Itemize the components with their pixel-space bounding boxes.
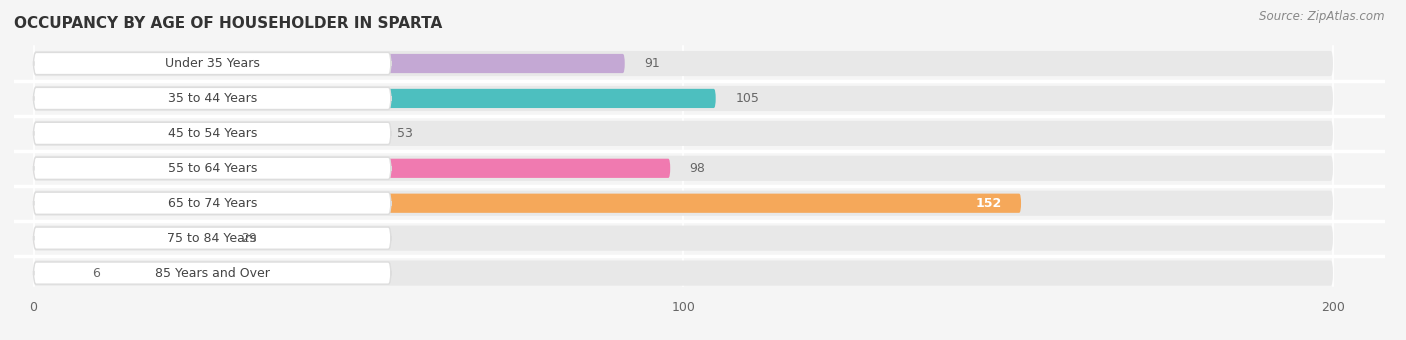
FancyBboxPatch shape — [34, 121, 1333, 146]
Text: Source: ZipAtlas.com: Source: ZipAtlas.com — [1260, 10, 1385, 23]
Text: 75 to 84 Years: 75 to 84 Years — [167, 232, 257, 245]
FancyBboxPatch shape — [34, 192, 391, 214]
Text: 6: 6 — [91, 267, 100, 279]
FancyBboxPatch shape — [34, 262, 391, 284]
Text: 105: 105 — [735, 92, 759, 105]
Text: 152: 152 — [976, 197, 1001, 210]
Text: Under 35 Years: Under 35 Years — [165, 57, 260, 70]
FancyBboxPatch shape — [34, 87, 391, 109]
FancyBboxPatch shape — [34, 225, 1333, 251]
FancyBboxPatch shape — [34, 159, 671, 178]
FancyBboxPatch shape — [34, 227, 391, 249]
FancyBboxPatch shape — [34, 264, 73, 283]
Text: 53: 53 — [398, 127, 413, 140]
Text: 45 to 54 Years: 45 to 54 Years — [167, 127, 257, 140]
FancyBboxPatch shape — [34, 122, 391, 144]
FancyBboxPatch shape — [34, 193, 1021, 213]
FancyBboxPatch shape — [34, 156, 1333, 181]
Text: 91: 91 — [644, 57, 659, 70]
FancyBboxPatch shape — [34, 52, 391, 74]
Text: 29: 29 — [242, 232, 257, 245]
FancyBboxPatch shape — [34, 228, 222, 248]
Text: 98: 98 — [690, 162, 706, 175]
FancyBboxPatch shape — [34, 86, 1333, 111]
FancyBboxPatch shape — [34, 260, 1333, 286]
FancyBboxPatch shape — [34, 51, 1333, 76]
FancyBboxPatch shape — [34, 157, 391, 180]
Text: 65 to 74 Years: 65 to 74 Years — [167, 197, 257, 210]
Text: 85 Years and Over: 85 Years and Over — [155, 267, 270, 279]
FancyBboxPatch shape — [34, 89, 716, 108]
Text: 55 to 64 Years: 55 to 64 Years — [167, 162, 257, 175]
FancyBboxPatch shape — [34, 124, 378, 143]
FancyBboxPatch shape — [34, 191, 1333, 216]
Text: 35 to 44 Years: 35 to 44 Years — [167, 92, 257, 105]
Text: OCCUPANCY BY AGE OF HOUSEHOLDER IN SPARTA: OCCUPANCY BY AGE OF HOUSEHOLDER IN SPART… — [14, 16, 443, 31]
FancyBboxPatch shape — [34, 54, 624, 73]
